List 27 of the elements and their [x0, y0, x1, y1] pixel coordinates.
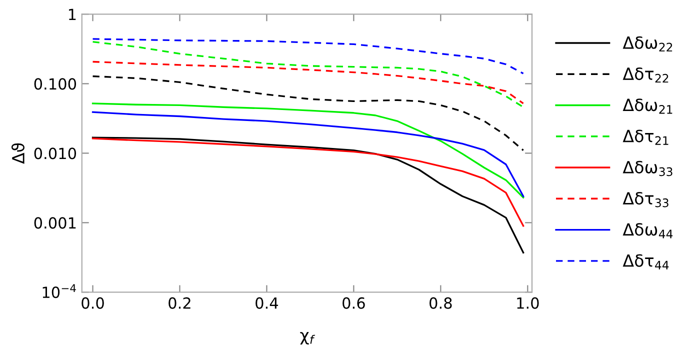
line-series: [92, 138, 524, 227]
y-tick-label: 0.010: [34, 148, 76, 160]
line-series: [92, 60, 524, 104]
x-axis-title: χ$_{f}$: [300, 332, 316, 345]
y-tick-label: 0.100: [34, 78, 76, 90]
legend-label: Δδω$_{44}$: [622, 223, 673, 238]
y-axis-title: Δϑ: [11, 143, 24, 164]
x-tick-label: 0.0: [82, 297, 104, 309]
y-tick-label: 10$^{−4}$: [42, 284, 76, 298]
line-series: [92, 38, 524, 74]
legend-label: Δδω$_{21}$: [622, 98, 672, 114]
legend-label: Δδτ$_{22}$: [622, 67, 668, 83]
line-series: [92, 41, 524, 108]
legend-label: Δδτ$_{44}$: [622, 254, 669, 270]
x-tick-label: 0.8: [430, 297, 452, 309]
line-series: [92, 75, 524, 152]
line-series: [92, 136, 524, 254]
legend-label: Δδτ$_{21}$: [622, 130, 668, 145]
x-tick-label: 1.0: [517, 297, 539, 309]
y-tick-label: 1: [68, 8, 76, 20]
x-tick-label: 0.2: [168, 297, 190, 309]
x-tick-label: 0.4: [256, 297, 278, 309]
legend-label: Δδω$_{33}$: [622, 160, 672, 176]
x-tick-label: 0.6: [342, 297, 365, 309]
legend-label: Δδω$_{22}$: [622, 36, 672, 52]
y-tick-label: 0.001: [34, 217, 76, 229]
legend-label: Δδτ$_{33}$: [622, 192, 668, 208]
